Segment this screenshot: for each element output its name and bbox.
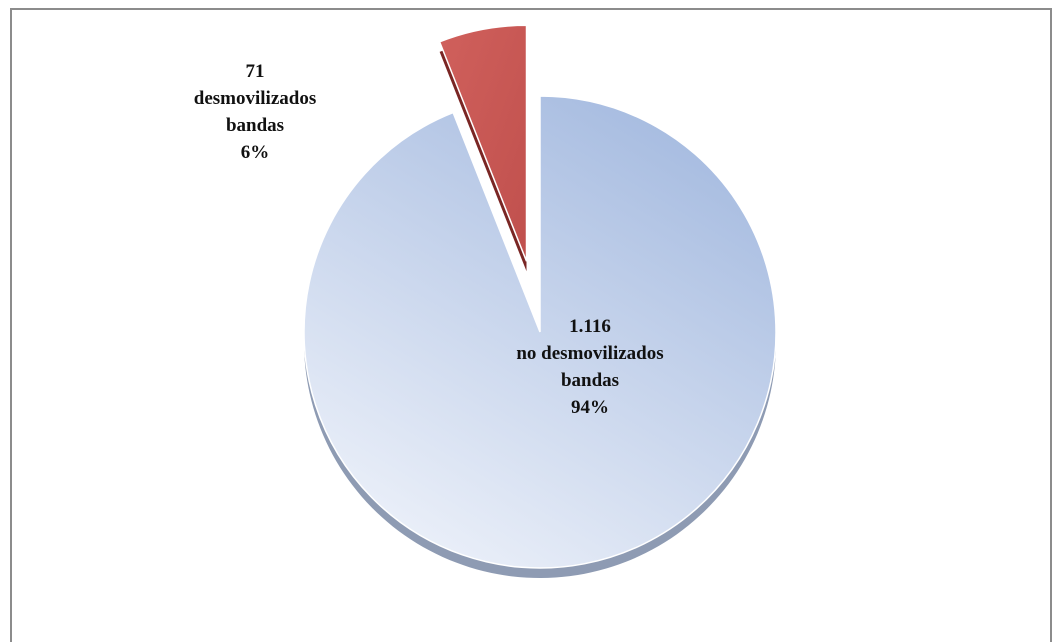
category-label: desmovilizados bandas (193, 88, 317, 136)
count-label: 1.116 (569, 316, 611, 337)
slice (303, 95, 777, 569)
slice (438, 24, 528, 262)
value-label: 94% (571, 397, 609, 418)
count-label: 71 (245, 61, 265, 82)
slice-label: 1.116 no desmovilizados bandas 94% (515, 313, 665, 421)
category-label: no desmovilizados bandas (516, 343, 664, 391)
frame (10, 8, 1052, 642)
slice-label: 71 desmovilizados bandas 6% (170, 58, 340, 166)
value-label: 6% (240, 142, 270, 163)
pie (303, 24, 777, 578)
